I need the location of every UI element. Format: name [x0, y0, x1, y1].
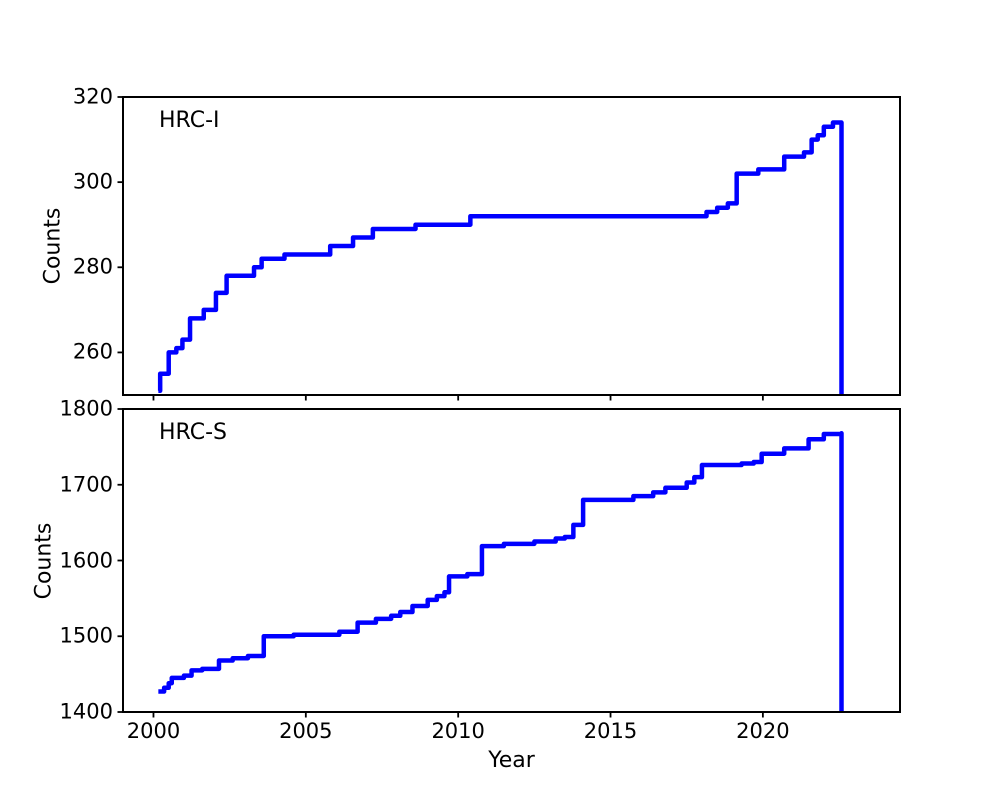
hrc-s-y-axis-label: Counts [31, 522, 57, 599]
y-tick-label: 1400 [59, 699, 113, 724]
hrc-i-annotation: HRC-I [159, 108, 220, 133]
x-tick-label: 2005 [279, 719, 333, 743]
hrc-i-y-axis-label: Counts [40, 207, 66, 285]
y-tick-label: 260 [72, 339, 113, 364]
axes-1 [117, 408, 901, 718]
axes-0 [117, 96, 901, 401]
hrc-i-subplot: HRC-I Counts 260 280 300 320 [41, 86, 901, 401]
y-tick-label: 1700 [59, 472, 113, 497]
x-axis-label: Year [488, 748, 535, 773]
plot-frame [122, 408, 901, 713]
hrc-s-subplot: HRC-S Counts Year 2000 2005 2010 2015 2020 14… [32, 398, 901, 773]
y-tick-label: 1500 [59, 623, 113, 648]
y-tick-label: 280 [72, 254, 113, 279]
step-line-hrc-s [158, 430, 844, 712]
y-tick-label: 320 [72, 84, 113, 109]
x-tick-label: 2010 [431, 719, 485, 743]
step-line-hrc-i [157, 120, 844, 395]
plot-frame [122, 96, 901, 396]
x-tick-label: 2020 [736, 719, 790, 743]
y-tick-label: 1600 [59, 548, 113, 572]
x-tick-label: 2015 [583, 719, 638, 743]
y-tick-label: 300 [72, 169, 113, 194]
x-tick-label: 2000 [126, 719, 181, 743]
y-tick-label: 1800 [59, 396, 113, 421]
hrc-s-annotation: HRC-S [159, 420, 227, 445]
